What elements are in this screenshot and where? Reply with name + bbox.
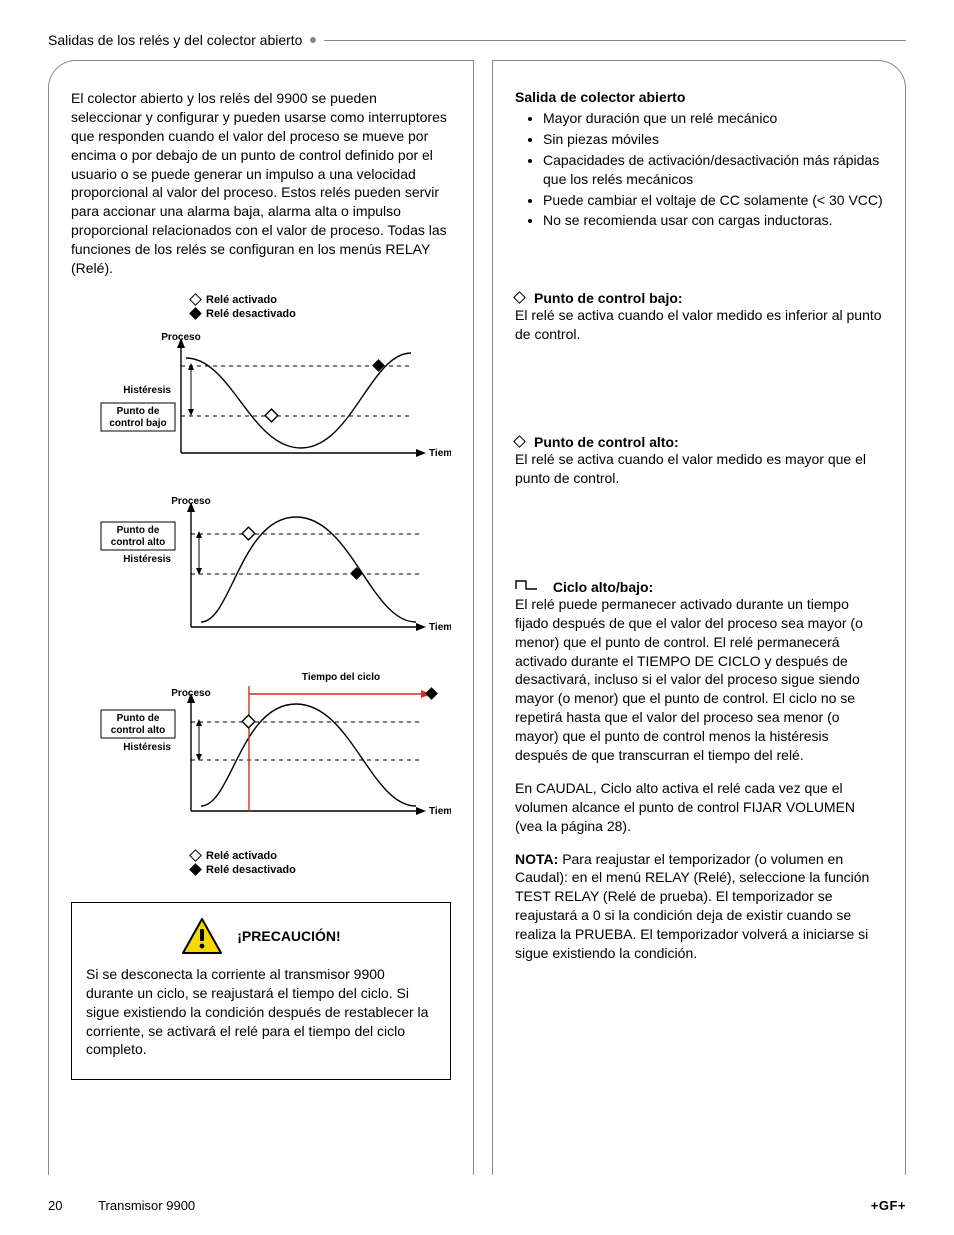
oc-bullet: No se recomienda usar con cargas inducto… bbox=[543, 211, 883, 230]
legend-off: Relé desactivado bbox=[206, 308, 296, 320]
brand-logo: +GF+ bbox=[871, 1198, 906, 1213]
diamond-fill-icon bbox=[189, 308, 202, 321]
cycle-note: NOTA: Para reajustar el temporizador (o … bbox=[515, 850, 883, 963]
product-name: Transmisor 9900 bbox=[98, 1198, 195, 1213]
chart-high-setpoint: Proceso Tiempo Punto de control alto His… bbox=[71, 492, 451, 652]
setpoint-box-cycle-l1: Punto de bbox=[117, 713, 160, 724]
setpoint-box-low-l2: control bajo bbox=[109, 418, 166, 429]
oc-bullets: Mayor duración que un relé mecánico Sin … bbox=[515, 109, 883, 230]
diamond-open-icon bbox=[189, 294, 202, 307]
intro-paragraph: El colector abierto y los relés del 9900… bbox=[71, 89, 451, 278]
oc-bullet: Sin piezas móviles bbox=[543, 130, 883, 149]
setpoint-box-high-l2: control alto bbox=[111, 537, 165, 548]
chart-low-setpoint: Proceso Tiempo Histéresis Punto de contr… bbox=[71, 328, 451, 478]
header-rule bbox=[324, 40, 906, 41]
setpoint-box-cycle-l2: control alto bbox=[111, 725, 165, 736]
legend-on: Relé activado bbox=[206, 294, 277, 306]
left-column: El colector abierto y los relés del 9900… bbox=[48, 60, 474, 1175]
legend-on-2: Relé activado bbox=[206, 850, 277, 862]
cycle-p1: El relé puede permanecer activado durant… bbox=[515, 595, 883, 765]
low-body: El relé se activa cuando el valor medido… bbox=[515, 306, 883, 344]
diamond-fill-icon-2 bbox=[189, 864, 202, 877]
high-title: Punto de control alto: bbox=[534, 434, 679, 450]
page-number: 20 bbox=[48, 1198, 62, 1213]
caution-box: ¡PRECAUCIÓN! Si se desconecta la corrien… bbox=[71, 902, 451, 1080]
time-label-3: Tiempo bbox=[429, 806, 451, 817]
page-footer: 20 Transmisor 9900 +GF+ bbox=[48, 1198, 906, 1213]
diamond-open-icon-low bbox=[513, 291, 526, 304]
legend-off-2: Relé desactivado bbox=[206, 864, 296, 876]
legend-top: Relé activado Relé desactivado bbox=[191, 294, 451, 320]
high-body: El relé se activa cuando el valor medido… bbox=[515, 450, 883, 488]
diamond-open-icon-2 bbox=[189, 850, 202, 863]
note-body: Para reajustar el temporizador (o volume… bbox=[515, 851, 869, 961]
oc-title: Salida de colector abierto bbox=[515, 89, 883, 105]
low-title: Punto de control bajo: bbox=[534, 290, 683, 306]
time-label: Tiempo bbox=[429, 448, 451, 459]
caution-body: Si se desconecta la corriente al transmi… bbox=[86, 965, 436, 1059]
diamond-open-icon-high bbox=[513, 435, 526, 448]
hysteresis-label: Histéresis bbox=[123, 385, 171, 396]
oc-bullet: Puede cambiar el voltaje de CC solamente… bbox=[543, 191, 883, 210]
cycle-time-label: Tiempo del ciclo bbox=[302, 672, 380, 683]
page-section-title: Salidas de los relés y del colector abie… bbox=[48, 32, 302, 48]
setpoint-box-low-l1: Punto de bbox=[117, 406, 160, 417]
time-label-2: Tiempo bbox=[429, 622, 451, 633]
right-column: Salida de colector abierto Mayor duració… bbox=[492, 60, 906, 1175]
hysteresis-label-3: Histéresis bbox=[123, 742, 171, 753]
oc-bullet: Capacidades de activación/desactivación … bbox=[543, 151, 883, 189]
legend-bottom: Relé activado Relé desactivado bbox=[191, 850, 451, 876]
warning-icon bbox=[181, 917, 223, 955]
setpoint-box-high-l1: Punto de bbox=[117, 525, 160, 536]
chart-cycle: Tiempo del ciclo Proceso Tiempo Punto de… bbox=[71, 666, 451, 836]
cycle-p2: En CAUDAL, Ciclo alto activa el relé cad… bbox=[515, 779, 883, 836]
note-label: NOTA: bbox=[515, 851, 558, 867]
header-dot bbox=[310, 37, 316, 43]
cycle-title: Ciclo alto/bajo: bbox=[553, 579, 653, 595]
caution-title: ¡PRECAUCIÓN! bbox=[237, 928, 340, 944]
square-wave-icon bbox=[515, 578, 539, 594]
oc-bullet: Mayor duración que un relé mecánico bbox=[543, 109, 883, 128]
hysteresis-label-2: Histéresis bbox=[123, 554, 171, 565]
